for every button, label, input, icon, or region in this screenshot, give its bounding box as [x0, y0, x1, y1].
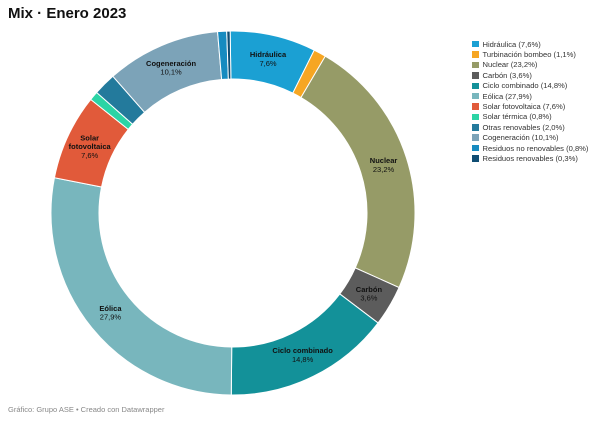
- chart-legend: Hidráulica (7,6%) Turbinación bombeo (1,1…: [472, 39, 598, 164]
- legend-label: Solar fotovoltaica (7,6%): [482, 102, 566, 112]
- legend-swatch: [472, 40, 479, 48]
- legend-item-eolica: Eólica (27,9%): [472, 91, 598, 101]
- slice-label-cogeneracion: Cogeneración 10,1%: [146, 59, 196, 77]
- slice-label-ciclo-combinado: Ciclo combinado 14,8%: [272, 346, 333, 364]
- legend-item-nuclear: Nuclear (23,2%): [472, 60, 598, 70]
- legend-label: Otras renovables (2,0%): [482, 122, 565, 132]
- legend-item-residuos-renovables: Residuos renovables (0,3%): [472, 153, 598, 163]
- legend-swatch: [472, 134, 479, 141]
- legend-label: Cogeneración (10,1%): [482, 133, 559, 143]
- legend-label: Residuos no renovables (0,8%): [482, 143, 589, 153]
- legend-swatch: [472, 144, 479, 152]
- legend-label: Turbinación bombeo (1,1%): [482, 50, 576, 60]
- chart-source-note: Gráfico: Grupo ASE • Creado con Datawrap…: [8, 405, 165, 414]
- legend-swatch: [472, 124, 479, 131]
- legend-item-ciclo-combinado: Ciclo combinado (14,8%): [472, 81, 598, 91]
- legend-item-hidraulica: Hidráulica (7,6%): [472, 39, 598, 49]
- legend-label: Hidráulica (7,6%): [482, 39, 541, 49]
- slice-nuclear: [300, 55, 416, 289]
- legend-item-carbon: Carbón (3,6%): [472, 70, 598, 80]
- slice-label-solar-fotovoltaica: Solar fotovoltaica 7,6%: [69, 133, 112, 160]
- legend-swatch: [472, 51, 479, 58]
- legend-item-turbinacion-bombeo: Turbinación bombeo (1,1%): [472, 49, 598, 59]
- legend-swatch: [472, 72, 479, 79]
- legend-item-solar-termica: Solar térmica (0,8%): [472, 112, 598, 122]
- legend-label: Solar térmica (0,8%): [482, 112, 552, 122]
- slice-residuos-renovables: [226, 30, 232, 80]
- slice-label-nuclear: Nuclear 23,2%: [370, 156, 398, 174]
- legend-item-solar-fotovoltaica: Solar fotovoltaica (7,6%): [472, 101, 598, 111]
- legend-label: Carbón (3,6%): [482, 70, 532, 80]
- legend-item-residuos-no-renovables: Residuos no renovables (0,8%): [472, 143, 598, 153]
- chart-title: Mix · Enero 2023: [8, 5, 127, 22]
- legend-swatch: [472, 61, 479, 69]
- legend-label: Ciclo combinado (14,8%): [482, 81, 568, 91]
- legend-label: Nuclear (23,2%): [482, 60, 538, 70]
- legend-swatch: [472, 103, 479, 110]
- legend-label: Residuos renovables (0,3%): [482, 153, 578, 163]
- slice-label-eolica: Eólica 27,9%: [99, 304, 122, 322]
- slice-label-carbon: Carbón 3,6%: [356, 285, 383, 303]
- legend-label: Eólica (27,9%): [482, 91, 532, 101]
- legend-swatch: [472, 82, 479, 89]
- legend-item-otras-renovables: Otras renovables (2,0%): [472, 122, 598, 132]
- legend-swatch: [472, 92, 479, 100]
- legend-swatch: [472, 155, 479, 162]
- legend-swatch: [472, 113, 479, 121]
- slice-label-hidraulica: Hidráulica 7,6%: [250, 50, 287, 68]
- slice-eolica: [50, 177, 233, 396]
- slice-ciclo-combinado: [230, 293, 379, 396]
- legend-item-cogeneracion: Cogeneración (10,1%): [472, 133, 598, 143]
